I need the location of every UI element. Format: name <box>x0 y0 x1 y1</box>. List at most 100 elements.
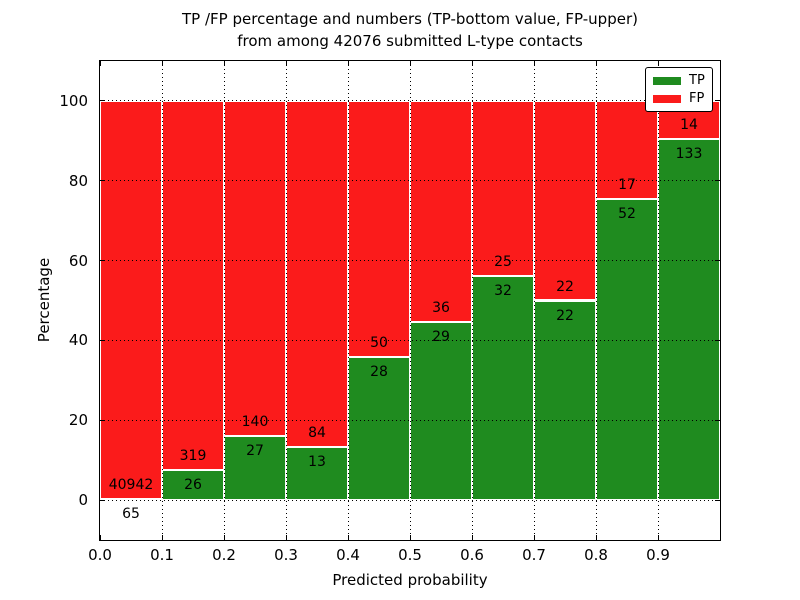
x-tick-mark <box>657 535 659 540</box>
tp-legend-swatch-icon <box>653 76 681 85</box>
y-tick-label: 60 <box>68 251 88 270</box>
tp-count-label: 22 <box>556 307 574 324</box>
y-tick-mark <box>100 180 105 182</box>
x-tick-mark <box>223 535 225 540</box>
fp-count-label: 25 <box>494 253 512 270</box>
legend-entry-tp: TP <box>653 74 705 87</box>
gridline-vertical <box>595 61 597 540</box>
x-tick-mark <box>409 535 411 540</box>
plot-area: 40942 65 319 26 140 27 84 13 50 28 36 29 25 32 22 22 17 5… <box>99 60 721 541</box>
bar-segment-tp <box>472 275 534 501</box>
x-tick-mark <box>347 535 349 540</box>
tp-count-label: 133 <box>675 145 703 162</box>
y-tick-label: 40 <box>68 331 88 350</box>
x-tick-label: 0.5 <box>398 546 422 564</box>
fp-count-label: 17 <box>618 177 636 194</box>
x-tick-mark <box>99 535 101 540</box>
x-tick-mark <box>285 535 287 540</box>
y-tick-mark <box>715 339 720 341</box>
x-axis-label: Predicted probability <box>332 571 488 589</box>
x-tick-label: 0.6 <box>460 546 484 564</box>
tp-count-label: 32 <box>494 282 512 299</box>
x-tick-mark <box>223 61 225 66</box>
x-tick-label: 0.8 <box>584 546 608 564</box>
bar-segment-fp <box>286 100 348 447</box>
x-tick-mark <box>471 61 473 66</box>
bar-segment-fp <box>348 100 410 357</box>
y-tick-mark <box>100 339 105 341</box>
bar-segment-tp <box>162 470 224 501</box>
bar-segment-fp <box>472 100 534 276</box>
bar-segment-fp <box>224 100 286 436</box>
y-tick-label: 0 <box>78 491 88 510</box>
tp-count-label: 52 <box>618 206 636 223</box>
x-tick-mark <box>161 535 163 540</box>
x-tick-mark <box>657 61 659 66</box>
bar-segment-fp <box>100 100 162 500</box>
bar-segment-fp <box>596 100 658 200</box>
gridline-vertical <box>533 61 535 540</box>
bar-segment-fp <box>534 100 596 301</box>
y-tick-mark <box>100 260 105 262</box>
bar-segment-tp <box>286 446 348 501</box>
fp-count-label: 14 <box>680 116 698 133</box>
tp-legend-label: TP <box>689 73 705 88</box>
chart-title-line1: TP /FP percentage and numbers (TP-bottom… <box>182 10 638 28</box>
tp-count-label: 26 <box>184 477 202 493</box>
fp-legend-swatch-icon <box>653 94 681 103</box>
y-tick-mark <box>100 100 105 102</box>
bar-segment-tp <box>224 435 286 501</box>
x-tick-mark <box>533 61 535 66</box>
gridline-vertical <box>223 61 225 540</box>
chart-title-line2: from among 42076 submitted L-type contac… <box>237 32 583 50</box>
tp-count-label: 29 <box>432 328 450 345</box>
x-tick-label: 0.7 <box>522 546 546 564</box>
x-tick-mark <box>99 61 101 66</box>
gridline-vertical <box>657 61 659 540</box>
y-tick-label: 100 <box>59 91 88 110</box>
y-tick-mark <box>715 499 720 501</box>
gridline-vertical <box>471 61 473 540</box>
fp-count-label: 84 <box>308 424 326 441</box>
y-tick-mark <box>715 419 720 421</box>
fp-count-label: 40942 <box>108 477 154 494</box>
y-tick-mark <box>100 419 105 421</box>
x-tick-label: 0.0 <box>88 546 112 564</box>
x-tick-label: 0.2 <box>212 546 236 564</box>
legend-entry-fp: FP <box>653 92 705 105</box>
bar-segment-tp <box>348 356 410 501</box>
bar-segment-tp <box>596 199 658 501</box>
x-tick-mark <box>471 535 473 540</box>
gridline-vertical <box>285 61 287 540</box>
x-tick-mark <box>285 61 287 66</box>
legend: TP FP <box>645 67 713 112</box>
y-axis-label: Percentage <box>35 257 53 343</box>
y-tick-mark <box>715 260 720 262</box>
gridline-vertical <box>347 61 349 540</box>
bar-segment-tp <box>658 138 720 501</box>
y-tick-label: 20 <box>68 411 88 430</box>
y-tick-mark <box>715 100 720 102</box>
x-tick-mark <box>533 535 535 540</box>
tp-count-label: 65 <box>122 506 140 523</box>
fp-count-label: 50 <box>370 334 388 351</box>
x-tick-label: 0.9 <box>646 546 670 564</box>
bar-segment-fp <box>162 100 224 470</box>
y-tick-mark <box>100 499 105 501</box>
x-tick-label: 0.1 <box>150 546 174 564</box>
y-tick-label: 80 <box>68 171 88 190</box>
x-tick-mark <box>161 61 163 66</box>
fp-count-label: 319 <box>179 448 207 464</box>
gridline-vertical <box>409 61 411 540</box>
tp-count-label: 28 <box>370 363 388 380</box>
bar-segment-tp <box>534 300 596 501</box>
x-tick-mark <box>595 61 597 66</box>
y-tick-mark <box>715 180 720 182</box>
bar-segment-fp <box>410 100 472 322</box>
chart-title: TP /FP percentage and numbers (TP-bottom… <box>182 8 638 52</box>
gridline-vertical <box>161 61 163 540</box>
fp-count-label: 22 <box>556 278 574 295</box>
tp-count-label: 13 <box>308 453 326 470</box>
x-tick-mark <box>409 61 411 66</box>
